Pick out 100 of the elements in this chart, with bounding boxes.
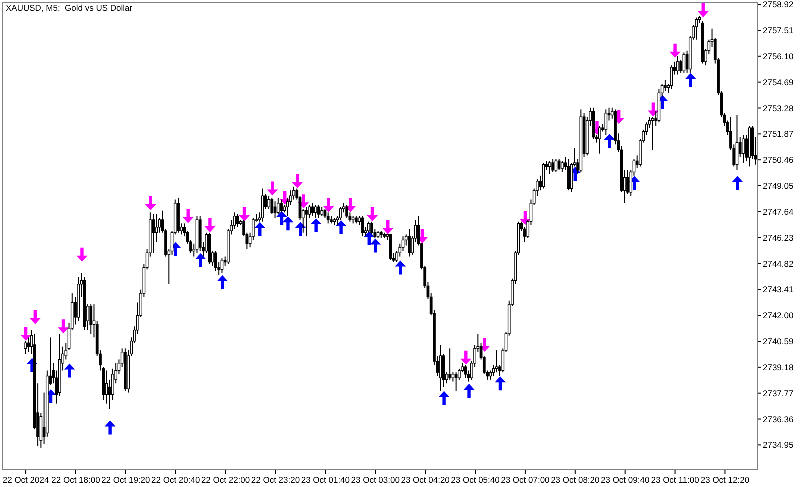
- x-tick-label: 22 Oct 19:20: [102, 475, 151, 485]
- y-tick-label: 2757.51: [763, 26, 794, 36]
- point: [382, 220, 394, 234]
- point: [364, 231, 375, 246]
- point: [685, 73, 696, 88]
- candlestick: [236, 214, 240, 228]
- candlestick: [320, 206, 324, 217]
- candlestick: [367, 221, 370, 234]
- candlestick: [652, 116, 654, 151]
- point: [310, 218, 322, 233]
- point: [460, 350, 472, 365]
- y-tick-label: 2737.77: [763, 388, 794, 398]
- point: [104, 420, 116, 435]
- candlestick: [561, 160, 564, 173]
- y-tick-label: 2753.28: [763, 103, 794, 114]
- candlestick: [214, 250, 218, 272]
- candlestick: [270, 197, 274, 215]
- y-tick-label: 2750.46: [763, 155, 794, 166]
- point: [254, 222, 266, 236]
- point: [604, 134, 616, 148]
- y-tick-label: 2749.05: [763, 181, 794, 192]
- point: [298, 194, 310, 209]
- y-tick-label: 2756.10: [763, 51, 794, 62]
- x-tick-label: 23 Oct 01:40: [301, 475, 350, 485]
- candlestick: [370, 221, 374, 236]
- point: [323, 198, 334, 212]
- x-tick-label: 22 Oct 23:20: [251, 475, 300, 485]
- candlestick: [268, 196, 270, 210]
- candlestick: [276, 197, 280, 215]
- candlestick: [464, 364, 468, 379]
- candlestick: [361, 216, 364, 238]
- point: [438, 391, 450, 406]
- candlestick: [452, 372, 455, 382]
- y-tick-label: 2758.92: [763, 0, 794, 10]
- chart-title: XAUUSD, M5: Gold vs US Dollar: [6, 3, 133, 14]
- candlestick: [280, 199, 283, 214]
- candlestick: [742, 134, 745, 164]
- x-tick-label: 22 Oct 22:00: [201, 475, 250, 485]
- point: [464, 384, 475, 398]
- x-tick-label: 23 Oct 03:00: [351, 475, 400, 485]
- candlestick: [152, 214, 155, 254]
- candlestick: [567, 158, 570, 192]
- candlestick: [155, 214, 158, 243]
- point: [494, 376, 506, 391]
- candlestick: [346, 204, 349, 219]
- point: [20, 326, 32, 341]
- x-tick-label: 23 Oct 07:00: [501, 475, 550, 485]
- point: [170, 242, 182, 256]
- candlestick: [314, 204, 318, 219]
- x-tick-label: 22 Oct 18:00: [52, 475, 101, 485]
- candlestick: [318, 204, 320, 219]
- y-tick-label: 2736.36: [763, 414, 794, 424]
- point: [336, 220, 347, 234]
- x-tick-label: 23 Oct 12:20: [700, 475, 750, 485]
- point: [670, 44, 681, 58]
- y-tick-label: 2751.87: [763, 129, 794, 140]
- y-tick-label: 2740.59: [763, 336, 794, 347]
- candlestick: [664, 80, 667, 92]
- candlestick: [548, 160, 552, 175]
- x-tick-label: 23 Oct 08:20: [551, 475, 600, 485]
- candlestick: [326, 212, 330, 224]
- point: [732, 176, 744, 190]
- x-tick-label: 22 Oct 20:40: [152, 475, 200, 485]
- point: [520, 211, 531, 226]
- candlestick: [495, 350, 498, 374]
- y-tick-label: 2747.64: [763, 206, 794, 217]
- y-tick-label: 2743.41: [763, 284, 794, 295]
- point: [395, 260, 406, 275]
- point: [276, 211, 288, 226]
- candlestick: [408, 228, 411, 258]
- y-tick-label: 2746.23: [763, 232, 794, 243]
- point: [145, 196, 156, 210]
- candlestick: [27, 337, 30, 353]
- candlestick: [305, 206, 308, 238]
- candlestick: [90, 304, 93, 334]
- x-tick-label: 23 Oct 09:40: [601, 475, 650, 485]
- x-tick-label: 23 Oct 05:40: [451, 475, 500, 485]
- candlestick: [695, 17, 698, 40]
- y-tick-label: 2754.69: [763, 77, 794, 88]
- y-tick-label: 2739.18: [763, 362, 794, 372]
- candlestick: [676, 56, 680, 76]
- point: [204, 218, 216, 233]
- candlestick: [604, 109, 608, 136]
- point: [239, 207, 250, 222]
- x-tick-label: 23 Oct 04:20: [401, 475, 450, 485]
- point: [30, 310, 41, 324]
- point: [292, 174, 304, 188]
- candlestick: [598, 126, 602, 154]
- point: [76, 248, 88, 262]
- point: [282, 216, 294, 231]
- y-tick-label: 2734.95: [763, 440, 794, 450]
- point: [370, 238, 382, 253]
- point: [295, 222, 306, 236]
- point: [648, 102, 659, 117]
- point: [195, 253, 206, 268]
- x-tick-label: 22 Oct 2024: [2, 475, 50, 485]
- point: [479, 338, 490, 352]
- candlestick: [558, 158, 561, 171]
- y-tick-label: 2744.82: [763, 258, 794, 269]
- y-tick-label: 2742.00: [763, 310, 794, 321]
